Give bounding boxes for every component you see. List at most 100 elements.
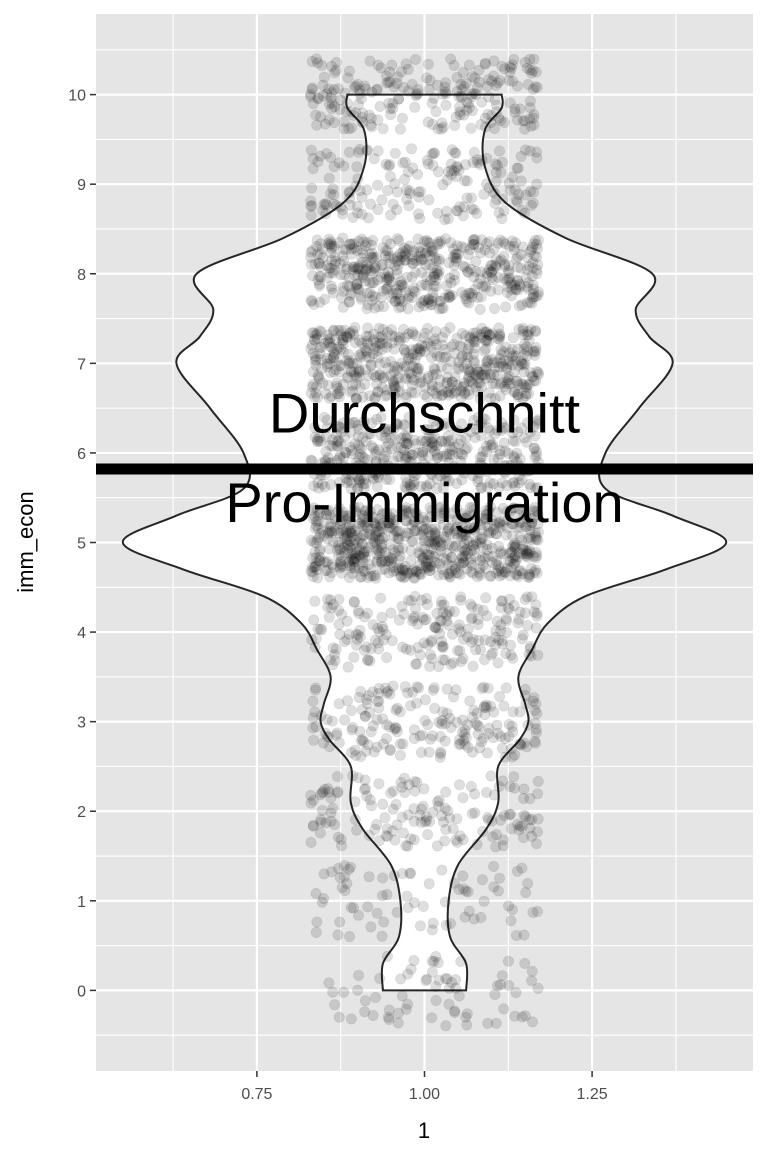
data-point-107	[408, 897, 420, 909]
data-point-779	[414, 568, 426, 580]
data-point-133	[378, 916, 390, 928]
data-point-839	[495, 562, 507, 574]
data-point-921	[521, 547, 533, 559]
data-point-727	[382, 517, 394, 529]
data-point-391	[519, 689, 531, 701]
data-point-161	[477, 825, 489, 837]
data-point-1175	[335, 515, 347, 527]
data-point-3013	[527, 112, 539, 124]
data-point-47	[374, 972, 386, 984]
data-point-237	[387, 825, 399, 837]
data-point-2625	[433, 255, 445, 267]
data-point-361	[522, 719, 534, 731]
data-point-164	[373, 835, 385, 847]
data-point-330	[472, 728, 484, 740]
data-point-592	[354, 624, 366, 636]
data-point-431	[373, 687, 385, 699]
data-point-2075	[444, 322, 456, 334]
data-point-423	[353, 692, 365, 704]
data-point-1011	[323, 526, 335, 538]
data-point-577	[472, 613, 484, 625]
data-point-842	[530, 534, 542, 546]
data-point-870	[497, 548, 509, 560]
data-point-1110	[351, 542, 363, 554]
data-point-1009	[438, 530, 450, 542]
data-point-223	[387, 803, 399, 815]
data-point-59	[450, 982, 462, 994]
data-point-867	[510, 539, 522, 551]
data-point-2645	[391, 264, 403, 276]
data-point-2763	[321, 148, 333, 160]
data-point-1006	[432, 536, 444, 548]
data-point-806	[341, 530, 353, 542]
data-point-748	[326, 559, 338, 571]
data-point-520	[308, 614, 320, 626]
data-point-2980	[488, 55, 500, 67]
data-point-290	[503, 809, 515, 821]
data-point-3021	[435, 123, 447, 135]
data-point-1075	[415, 563, 427, 575]
data-point-583	[385, 607, 397, 619]
data-point-1015	[484, 570, 496, 582]
data-point-110	[478, 895, 490, 907]
data-point-863	[310, 515, 322, 527]
data-point-425	[355, 685, 367, 697]
data-point-589	[435, 595, 447, 607]
data-point-367	[372, 695, 384, 707]
data-point-2177	[361, 336, 373, 348]
data-point-473	[355, 750, 367, 762]
data-point-593	[412, 618, 424, 630]
data-point-176	[415, 803, 427, 815]
data-point-2818	[356, 191, 368, 203]
data-point-489	[405, 595, 417, 607]
data-point-334	[423, 746, 435, 758]
data-point-894	[513, 547, 525, 559]
data-point-379	[333, 698, 345, 710]
data-point-660	[341, 633, 353, 645]
data-point-213	[363, 829, 375, 841]
data-point-9	[370, 991, 382, 1003]
data-point-958	[513, 565, 525, 577]
data-point-1085	[359, 505, 371, 517]
data-point-2201	[412, 342, 424, 354]
data-point-3005	[306, 82, 318, 94]
data-point-396	[455, 738, 467, 750]
data-point-2964	[511, 114, 523, 126]
data-point-650	[472, 618, 484, 630]
data-point-1161	[407, 564, 419, 576]
data-point-41	[383, 1004, 395, 1016]
data-point-738	[523, 568, 535, 580]
data-point-818	[506, 518, 518, 530]
data-point-763	[387, 544, 399, 556]
data-point-602	[312, 623, 324, 635]
data-point-1168	[402, 567, 414, 579]
data-point-485	[532, 649, 544, 661]
data-point-415	[381, 719, 393, 731]
data-point-2517	[305, 294, 317, 306]
data-point-654	[429, 621, 441, 633]
data-point-195	[377, 798, 389, 810]
data-point-211	[506, 823, 518, 835]
data-point-943	[383, 517, 395, 529]
data-point-366	[364, 706, 376, 718]
data-point-1155	[307, 552, 319, 564]
data-point-905	[338, 541, 350, 553]
data-point-823	[505, 562, 517, 574]
data-point-394	[441, 707, 453, 719]
data-point-649	[493, 634, 505, 646]
data-point-1106	[468, 508, 480, 520]
data-point-311	[521, 741, 533, 753]
data-point-476	[453, 734, 465, 746]
data-point-202	[497, 834, 509, 846]
data-point-825	[428, 535, 440, 547]
data-point-1260	[344, 555, 356, 567]
data-point-892	[497, 519, 509, 531]
data-point-444	[339, 714, 351, 726]
data-point-625	[530, 622, 542, 634]
data-point-2671	[305, 209, 317, 221]
data-point-1269	[495, 566, 507, 578]
data-point-3027	[466, 91, 478, 103]
data-point-702	[440, 554, 452, 566]
data-point-442	[477, 732, 489, 744]
data-point-2987	[522, 79, 534, 91]
